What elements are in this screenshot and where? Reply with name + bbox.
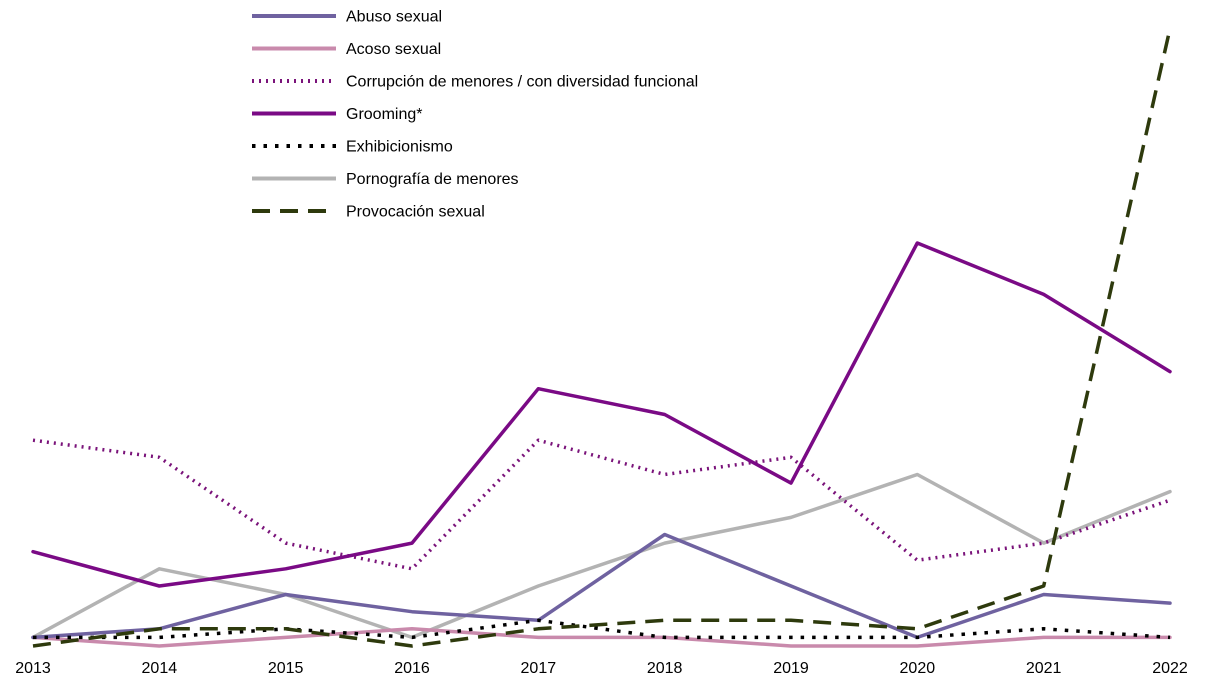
x-tick-label: 2018 xyxy=(647,660,683,677)
legend-label: Corrupción de menores / con diversidad f… xyxy=(346,74,698,91)
legend: Abuso sexual Acoso sexual Corrupción de me… xyxy=(252,9,698,221)
x-tick-label: 2020 xyxy=(900,660,936,677)
x-tick-label: 2017 xyxy=(521,660,557,677)
legend-item-pornografia-de-menores: Pornografía de menores xyxy=(252,171,519,188)
x-tick-label: 2021 xyxy=(1026,660,1062,677)
legend-label: Abuso sexual xyxy=(346,9,442,26)
legend-label: Provocación sexual xyxy=(346,204,485,221)
series-line-pornografia-de-menores xyxy=(31,472,1172,640)
series-line-corrupcion-de-menores-con-diversidad-funcional xyxy=(32,438,1171,571)
legend-item-grooming: Grooming* xyxy=(252,106,422,123)
x-tick-label: 2014 xyxy=(142,660,178,677)
legend-item-corrupcion-de-menores-con-diversidad-funcional: Corrupción de menores / con diversidad f… xyxy=(252,74,698,91)
legend-label: Acoso sexual xyxy=(346,41,441,58)
legend-label: Exhibicionismo xyxy=(346,139,453,156)
legend-label: Pornografía de menores xyxy=(346,171,519,188)
x-tick-label: 2016 xyxy=(394,660,430,677)
legend-item-abuso-sexual: Abuso sexual xyxy=(252,9,442,26)
x-tick-label: 2013 xyxy=(15,660,51,677)
series-line-abuso-sexual xyxy=(31,532,1172,640)
x-tick-label: 2022 xyxy=(1152,660,1188,677)
legend-item-exhibicionismo: Exhibicionismo xyxy=(252,139,453,156)
x-tick-label: 2019 xyxy=(773,660,809,677)
legend-item-provocacion-sexual: Provocación sexual xyxy=(252,204,485,221)
legend-item-acoso-sexual: Acoso sexual xyxy=(252,41,441,58)
legend-label: Grooming* xyxy=(346,106,422,123)
series-line-acoso-sexual xyxy=(31,627,1172,648)
series-line-provocacion-sexual xyxy=(32,28,1172,648)
plot-area xyxy=(31,28,1172,648)
series-line-grooming xyxy=(31,241,1172,588)
x-tick-label: 2015 xyxy=(268,660,304,677)
x-axis: 2013 2014 2015 2016 2017 2018 2019 2020 2021 2022 xyxy=(15,660,1188,677)
